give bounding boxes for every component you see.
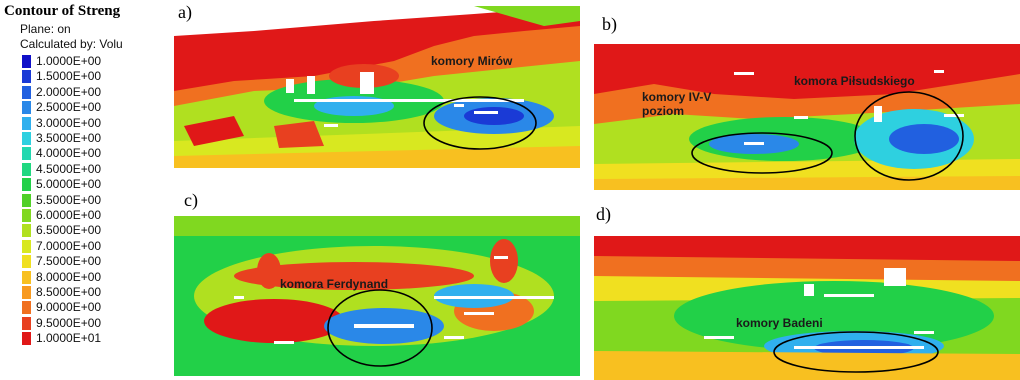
legend-swatch — [22, 193, 31, 207]
legend-swatch — [22, 70, 31, 84]
panel-a-letter: a) — [178, 2, 192, 22]
legend-plane: Plane: on — [20, 22, 71, 36]
legend-entry-label: 3.0000E+00 — [36, 115, 102, 130]
panel-d: d) komory Badeni — [594, 200, 1020, 380]
legend-entry: 2.5000E+00 — [22, 100, 162, 115]
legend-swatch — [22, 332, 31, 346]
legend-swatch — [22, 301, 31, 315]
legend-entry: 4.5000E+00 — [22, 162, 162, 177]
legend-entry-label: 1.0000E+00 — [36, 54, 102, 68]
legend-swatch — [22, 316, 31, 330]
panel-a: a) komory Mirów — [170, 0, 582, 180]
legend-entry-label: 7.0000E+00 — [36, 238, 102, 253]
legend-entry: 9.0000E+00 — [22, 300, 162, 315]
legend-entry-label: 2.0000E+00 — [36, 84, 102, 99]
legend-entry: 7.5000E+00 — [22, 254, 162, 269]
panel-d-letter: d) — [596, 204, 611, 224]
legend-entry: 7.0000E+00 — [22, 239, 162, 254]
panel-a-contour-plot — [174, 6, 580, 168]
legend-entry-label: 3.5000E+00 — [36, 131, 102, 145]
legend-entry-label: 7.5000E+00 — [36, 254, 102, 269]
legend-entry-label: 4.0000E+00 — [36, 146, 102, 161]
legend-entry: 3.0000E+00 — [22, 116, 162, 131]
panel-c: c) komora Ferdynand — [170, 190, 582, 380]
legend-entry: 6.0000E+00 — [22, 208, 162, 223]
annotation-komora-ferdynand: komora Ferdynand — [280, 277, 389, 291]
legend-entry-label: 5.5000E+00 — [36, 192, 102, 207]
legend-calculated-by: Calculated by: Volu — [20, 37, 123, 51]
legend-entry: 3.5000E+00 — [22, 131, 162, 146]
legend-swatch — [22, 132, 31, 145]
legend-entry: 4.0000E+00 — [22, 146, 162, 161]
legend-swatch — [22, 209, 31, 222]
legend-entry: 9.5000E+00 — [22, 316, 162, 331]
legend-swatch — [22, 147, 31, 161]
legend-entry: 1.0000E+01 — [22, 331, 162, 346]
panel-d-contour-plot — [594, 236, 1020, 380]
legend-entry-label: 9.5000E+00 — [36, 315, 102, 330]
panel-b: b) komora Piłsudskiego komory IV-V pozio… — [594, 0, 1020, 190]
contour-legend: Contour of Streng Plane: on Calculated b… — [0, 0, 165, 380]
legend-entry-label: 1.5000E+00 — [36, 69, 102, 84]
legend-entry: 5.0000E+00 — [22, 177, 162, 192]
legend-swatch — [22, 178, 31, 192]
legend-entry-label: 6.5000E+00 — [36, 223, 102, 238]
legend-entry: 8.0000E+00 — [22, 270, 162, 285]
legend-entry-label: 5.0000E+00 — [36, 177, 102, 192]
legend-entry-label: 8.5000E+00 — [36, 285, 102, 299]
legend-entry: 1.0000E+00 — [22, 54, 162, 69]
legend-swatch — [22, 85, 31, 99]
panel-c-letter: c) — [184, 190, 198, 210]
legend-entry-label: 2.5000E+00 — [36, 100, 102, 115]
legend-title: Contour of Streng — [4, 3, 121, 19]
legend-entry-label: 8.0000E+00 — [36, 269, 102, 284]
legend-swatch — [22, 286, 31, 299]
panel-b-contour-plot — [594, 44, 1020, 190]
annotation-komory-mirow: komory Mirów — [431, 54, 513, 68]
legend-swatch — [22, 270, 31, 284]
annotation-komory-badeni: komory Badeni — [736, 316, 823, 330]
legend-entry: 2.0000E+00 — [22, 85, 162, 100]
legend-swatch — [22, 116, 31, 130]
annotation-komora-pilsudskiego: komora Piłsudskiego — [794, 74, 915, 88]
legend-entry: 1.5000E+00 — [22, 69, 162, 84]
legend-entry: 8.5000E+00 — [22, 285, 162, 300]
legend-entry-label: 4.5000E+00 — [36, 161, 102, 176]
legend-entry: 5.5000E+00 — [22, 193, 162, 208]
annotation-komory-iv-v-poziom: komory IV-V poziom — [642, 90, 712, 118]
legend-swatch — [22, 162, 31, 176]
legend-swatch — [22, 55, 31, 68]
legend-swatch — [22, 101, 31, 115]
panel-b-letter: b) — [602, 14, 617, 34]
legend-entry-label: 6.0000E+00 — [36, 208, 102, 222]
legend-entry-label: 1.0000E+01 — [36, 331, 102, 346]
legend-swatch — [22, 239, 31, 253]
legend-entry: 6.5000E+00 — [22, 223, 162, 238]
legend-swatch — [22, 255, 31, 269]
legend-entry-label: 9.0000E+00 — [36, 300, 102, 315]
legend-swatch — [22, 224, 31, 238]
panel-c-contour-plot — [174, 216, 580, 376]
